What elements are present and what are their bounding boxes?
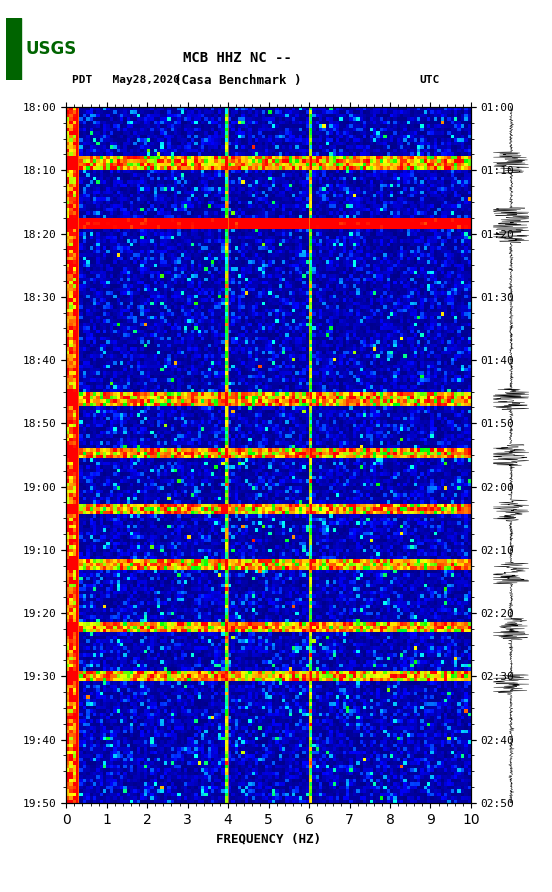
Text: (Casa Benchmark ): (Casa Benchmark ): [174, 74, 301, 87]
Text: UTC: UTC: [420, 75, 440, 86]
Text: MCB HHZ NC --: MCB HHZ NC --: [183, 51, 292, 65]
X-axis label: FREQUENCY (HZ): FREQUENCY (HZ): [216, 832, 321, 845]
Text: PDT   May28,2020: PDT May28,2020: [72, 75, 180, 86]
Text: USGS: USGS: [25, 40, 77, 58]
Polygon shape: [6, 18, 21, 80]
